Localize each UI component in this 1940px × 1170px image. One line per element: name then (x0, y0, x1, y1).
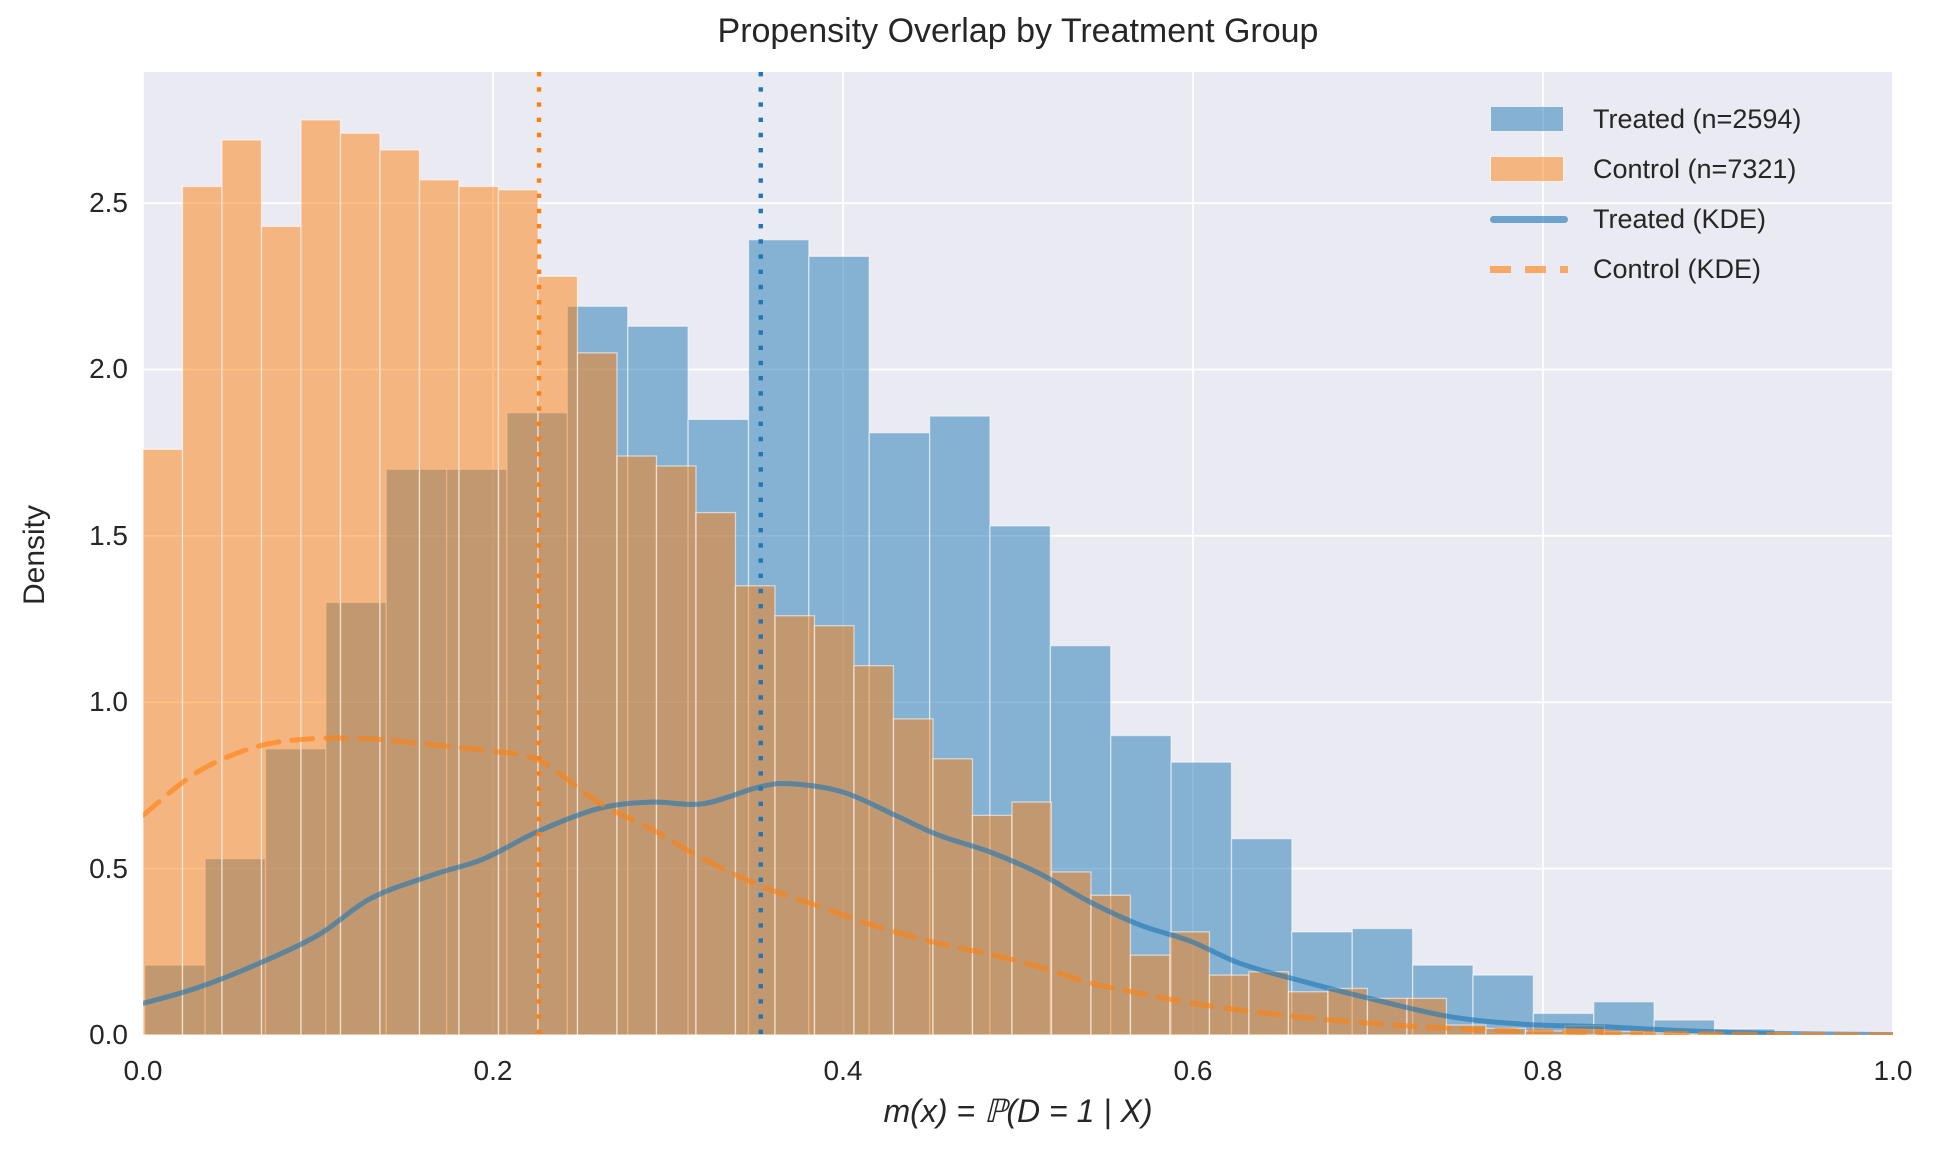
control-histogram-bar (774, 615, 816, 1035)
control-histogram-bar (932, 758, 974, 1035)
control-histogram-bar (616, 455, 658, 1035)
control-histogram-bar (339, 132, 381, 1035)
legend-item-control-hist: Control (n=7321) (1490, 144, 1801, 194)
y-tick-label: 1.5 (89, 519, 128, 551)
x-tick-label: 0.8 (1523, 1055, 1563, 1086)
legend-label: Control (n=7321) (1593, 153, 1797, 184)
control-histogram-bar (379, 149, 421, 1035)
legend-item-treated-kde: Treated (KDE) (1490, 194, 1801, 244)
control-histogram-bar (1248, 971, 1290, 1035)
control-histogram-bar (221, 139, 263, 1035)
treated-kde-line (143, 780, 1893, 1035)
y-tick-label: 2.0 (89, 353, 128, 385)
control-histogram-bar (655, 465, 697, 1035)
plot-area (143, 72, 1893, 1035)
control-histogram-bar (1208, 974, 1250, 1035)
control-kde-line (143, 735, 1893, 1035)
control-histogram-bar (892, 718, 934, 1035)
control-histogram-bar (1011, 801, 1053, 1035)
control-histogram-bar (418, 179, 460, 1035)
control-histogram-bar (1287, 991, 1329, 1035)
y-axis-label: Density (18, 504, 51, 606)
control-histogram-bar (181, 185, 223, 1035)
treated-kde-line-swatch (1490, 215, 1568, 223)
legend-label: Treated (n=2594) (1593, 103, 1802, 134)
legend-label: Control (KDE) (1593, 253, 1762, 284)
control-kde-line-swatch (1490, 265, 1568, 273)
control-histogram-bar (458, 185, 500, 1035)
control-histogram-bar (537, 275, 579, 1035)
control-histogram-swatch (1490, 156, 1564, 182)
control-histogram-bar (734, 585, 776, 1035)
x-tick-label: 0.4 (823, 1055, 863, 1086)
control-histogram-bar (853, 664, 895, 1035)
legend-label: Treated (KDE) (1593, 203, 1767, 234)
control-histogram-bar (813, 625, 855, 1035)
legend-item-control-kde: Control (KDE) (1490, 244, 1801, 294)
x-tick-label: 0.6 (1173, 1055, 1213, 1086)
control-histogram-bar (695, 511, 737, 1035)
control-histogram-bar (143, 448, 184, 1035)
x-tick-label: 0.0 (123, 1055, 163, 1086)
x-axis-label: m(x) = ℙ(D = 1 | X) (883, 1093, 1153, 1129)
y-tick-label: 2.5 (89, 187, 128, 219)
x-tick-label: 0.2 (473, 1055, 513, 1086)
y-tick-label: 1.0 (89, 686, 128, 718)
chart-title: Propensity Overlap by Treatment Group (717, 12, 1319, 50)
treated-histogram-swatch (1490, 106, 1564, 132)
x-tick-label: 1.0 (1873, 1055, 1913, 1086)
legend-item-treated-hist: Treated (n=2594) (1490, 94, 1801, 144)
control-histogram-bar (260, 225, 302, 1035)
control-histogram-bar (497, 189, 539, 1035)
y-tick-label: 0.0 (89, 1019, 128, 1050)
control-histogram-bar (576, 352, 618, 1035)
y-tick-label: 0.5 (89, 852, 128, 884)
control-histogram-bar (1050, 871, 1092, 1035)
control-histogram-bar (300, 119, 342, 1035)
legend: Treated (n=2594) Control (n=7321) Treate… (1490, 94, 1801, 294)
